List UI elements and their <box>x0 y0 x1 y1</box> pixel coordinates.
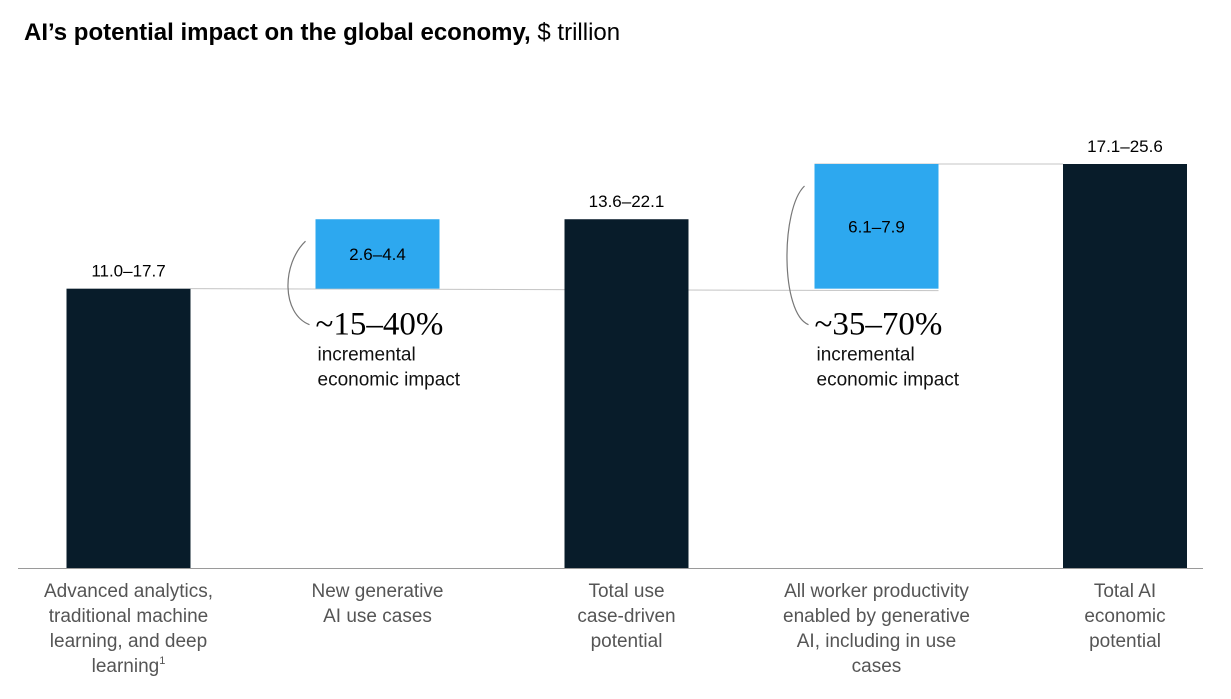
percent-annotation: ~15–40% <box>316 307 444 343</box>
annotation-text: economic impact <box>817 370 960 391</box>
annotation-text: incremental <box>318 345 416 366</box>
total-bar <box>564 219 689 568</box>
chart-title-unit: $ trillion <box>537 19 621 46</box>
category-label: All worker productivity enabled by genera… <box>783 581 970 677</box>
chart-title: AI’s potential impact on the global econ… <box>24 18 620 48</box>
category-label: New generative AI use cases <box>311 581 443 627</box>
chart-title-main: AI’s potential impact on the global econ… <box>24 19 531 46</box>
bar-value-label: 11.0–17.7 <box>91 262 165 281</box>
category-label: Total AI economic potential <box>1084 581 1165 652</box>
bracket-icon <box>287 240 310 326</box>
category-label: Total use case-driven potential <box>577 581 675 652</box>
total-bar <box>1063 164 1187 568</box>
bar-value-label: 2.6–4.4 <box>349 245 406 264</box>
annotation-text: incremental <box>817 345 915 366</box>
bar-value-label: 17.1–25.6 <box>1087 137 1163 156</box>
category-label: Advanced analytics, traditional machine le… <box>44 581 213 677</box>
bracket-icon <box>786 185 809 326</box>
annotation-text: economic impact <box>318 370 461 391</box>
increment-bar <box>814 164 939 289</box>
bar-value-label: 6.1–7.9 <box>848 217 905 236</box>
bar-value-label: 13.6–22.1 <box>589 192 665 211</box>
increment-bar <box>315 219 440 289</box>
total-bar <box>66 288 191 568</box>
percent-annotation: ~35–70% <box>815 307 943 343</box>
